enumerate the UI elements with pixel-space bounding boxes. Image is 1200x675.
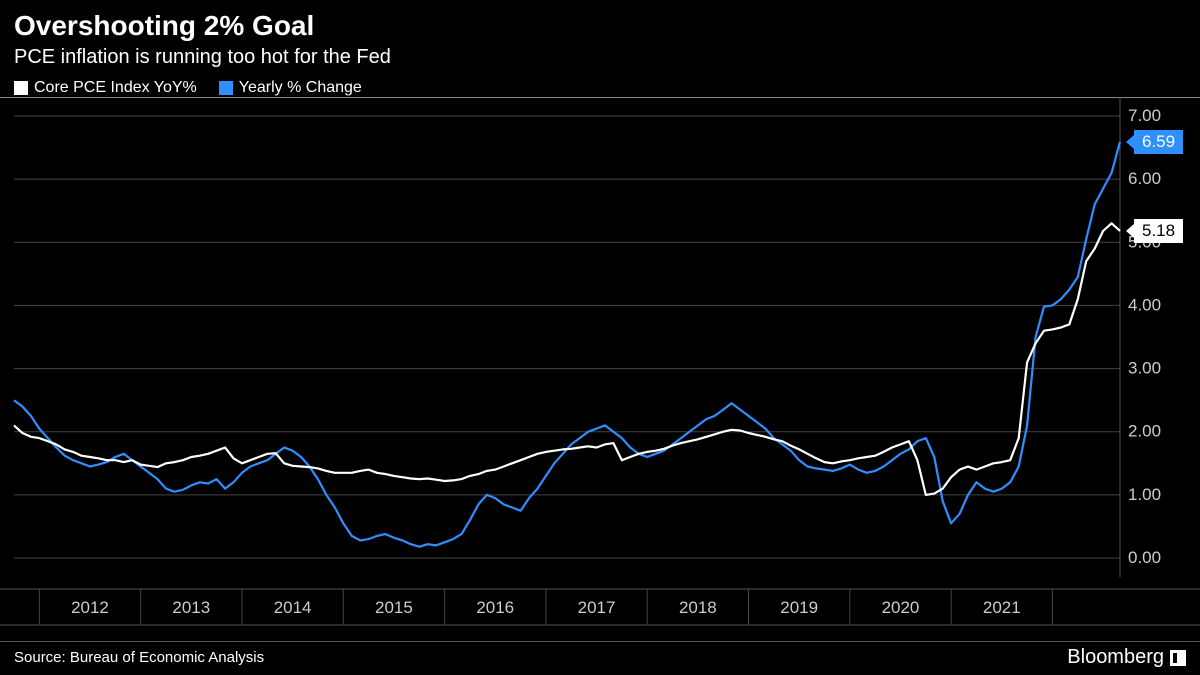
value-callout: 5.18	[1134, 219, 1183, 243]
svg-text:1.00: 1.00	[1128, 485, 1161, 504]
legend-item: Yearly % Change	[219, 79, 362, 97]
svg-text:2.00: 2.00	[1128, 422, 1161, 441]
source-text: Source: Bureau of Economic Analysis	[14, 649, 264, 666]
legend: Core PCE Index YoY% Yearly % Change	[0, 73, 1200, 97]
svg-text:2013: 2013	[172, 598, 210, 617]
svg-text:2017: 2017	[578, 598, 616, 617]
chart-title: Overshooting 2% Goal	[14, 10, 1186, 42]
legend-swatch	[219, 81, 233, 95]
svg-text:6.00: 6.00	[1128, 169, 1161, 188]
legend-label: Core PCE Index YoY%	[34, 79, 197, 97]
svg-text:4.00: 4.00	[1128, 295, 1161, 314]
svg-text:2020: 2020	[882, 598, 920, 617]
svg-text:0.00: 0.00	[1128, 548, 1161, 567]
legend-item: Core PCE Index YoY%	[14, 79, 197, 97]
line-chart: 0.001.002.003.004.005.006.007.0020122013…	[0, 97, 1200, 637]
svg-text:2016: 2016	[476, 598, 514, 617]
chart-subtitle: PCE inflation is running too hot for the…	[14, 46, 1186, 69]
svg-text:2019: 2019	[780, 598, 818, 617]
legend-swatch	[14, 81, 28, 95]
chart-area: 0.001.002.003.004.005.006.007.0020122013…	[0, 97, 1200, 637]
svg-text:2015: 2015	[375, 598, 413, 617]
brand: Bloomberg	[1067, 646, 1186, 669]
svg-text:7.00: 7.00	[1128, 106, 1161, 125]
svg-text:2018: 2018	[679, 598, 717, 617]
brand-icon	[1170, 650, 1186, 666]
brand-label: Bloomberg	[1067, 646, 1164, 669]
svg-text:2021: 2021	[983, 598, 1021, 617]
svg-text:2012: 2012	[71, 598, 109, 617]
value-callout: 6.59	[1134, 130, 1183, 154]
svg-text:3.00: 3.00	[1128, 359, 1161, 378]
svg-text:2014: 2014	[274, 598, 312, 617]
legend-label: Yearly % Change	[239, 79, 362, 97]
footer: Source: Bureau of Economic Analysis Bloo…	[0, 641, 1200, 675]
